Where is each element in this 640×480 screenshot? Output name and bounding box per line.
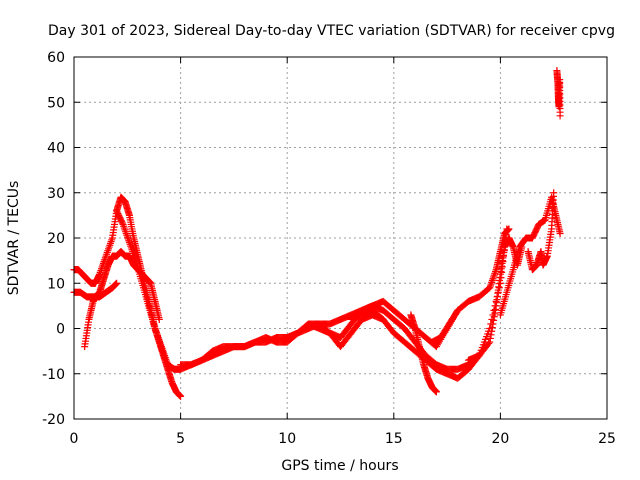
data-point <box>488 327 496 335</box>
chart-title: Day 301 of 2023, Sidereal Day-to-day VTE… <box>48 23 615 39</box>
data-point <box>486 334 494 342</box>
y-tick-label: -20 <box>42 412 65 428</box>
data-point <box>155 315 163 323</box>
x-tick-label: 5 <box>176 431 185 447</box>
data-point <box>118 219 126 227</box>
data-point <box>489 320 497 328</box>
data-point <box>432 388 440 396</box>
tick-labels: 0 5 10 15 20 25 -20 -10 0 10 20 30 40 50 60 <box>42 50 616 447</box>
y-tick-label: 50 <box>47 95 65 111</box>
y-tick-label: 30 <box>47 186 65 202</box>
y-tick-label: 0 <box>56 322 65 338</box>
data-point <box>490 313 498 321</box>
grid-lines <box>74 57 607 419</box>
data-points <box>70 67 564 400</box>
y-tick-label: -10 <box>42 367 65 383</box>
data-point <box>491 309 499 317</box>
data-point <box>113 279 121 287</box>
data-point <box>488 324 496 332</box>
y-tick-label: 20 <box>47 231 65 247</box>
axis-ticks <box>73 56 608 420</box>
data-point <box>485 339 493 347</box>
y-tick-label: 10 <box>47 276 65 292</box>
x-tick-label: 0 <box>70 431 79 447</box>
data-point <box>490 316 498 324</box>
y-axis-title: SDTVAR / TECUs <box>6 181 22 296</box>
x-tick-label: 25 <box>598 431 616 447</box>
data-point <box>491 305 499 313</box>
data-point <box>556 229 564 237</box>
x-axis-title: GPS time / hours <box>281 458 398 474</box>
data-point <box>550 189 558 197</box>
data-point <box>487 331 495 339</box>
data-point <box>486 338 494 346</box>
data-point <box>505 225 513 233</box>
y-tick-label: 40 <box>47 141 65 157</box>
y-tick-label: 60 <box>47 50 65 66</box>
x-tick-label: 15 <box>385 431 403 447</box>
data-point <box>177 392 185 400</box>
x-tick-label: 10 <box>278 431 296 447</box>
x-tick-label: 20 <box>491 431 509 447</box>
data-point <box>556 112 564 120</box>
